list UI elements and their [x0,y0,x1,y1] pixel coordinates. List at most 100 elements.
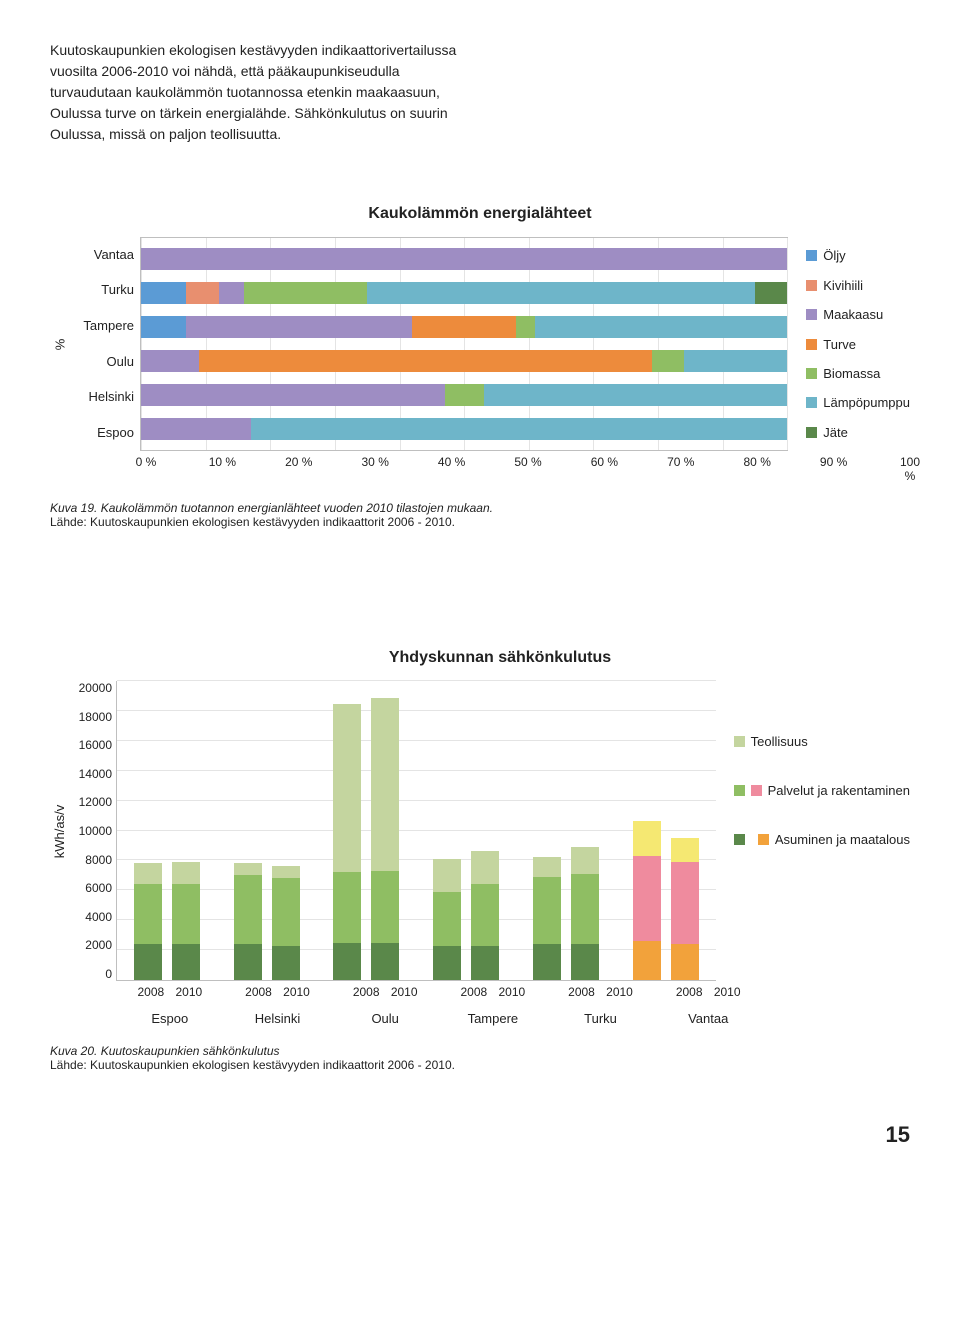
chart-1-xtick: 80 % [744,455,771,469]
legend-item: Jäte [806,425,910,440]
chart-1-segment [484,384,788,406]
chart-1-category-label: Oulu [70,345,134,379]
chart-2-bar [272,866,300,980]
chart-1-bar [141,378,787,412]
chart-2-segment [471,946,499,981]
chart-2-ytick: 4000 [70,910,112,924]
chart-2-city-label: Oulu [331,1011,439,1026]
legend-swatch [734,785,745,796]
chart-2-segment [533,877,561,945]
chart-1-segment [141,282,186,304]
chart-2-city-label: Helsinki [224,1011,332,1026]
chart-2-group [117,681,217,980]
chart-2-group [217,681,317,980]
chart-2-segment [234,944,262,980]
chart-1-segment [652,350,684,372]
chart-2-segment [134,884,162,944]
chart-2-segment [633,821,661,856]
legend-swatch [806,309,817,320]
legend-label: Teollisuus [751,734,808,749]
chart-2-bar [172,862,200,981]
chart-1-segment [219,282,245,304]
chart-2-ytick: 10000 [70,824,112,838]
chart-1-xtick: 50 % [514,455,541,469]
chart-2-segment [371,871,399,943]
chart-1-segment [367,282,755,304]
chart-2-yaxis-label: kWh/as/v [50,681,70,981]
legend-item: Lämpöpumppu [806,395,910,410]
chart-2-segment [533,857,561,877]
chart-1-bar [141,242,787,276]
chart-2-year-label: 2008 [352,985,380,999]
legend-swatch [806,397,817,408]
chart-2-segment [172,862,200,885]
legend-label: Palvelut ja rakentaminen [768,783,910,798]
chart-1-block: Kaukolämmön energialähteet % VantaaTurku… [50,205,910,529]
chart-2-bar [234,863,262,980]
chart-2-year-label: 2008 [675,985,703,999]
chart-2-ytick: 20000 [70,681,112,695]
chart-2-ytick: 8000 [70,853,112,867]
chart-2-segment [272,946,300,981]
chart-2-bar [633,821,661,980]
chart-1-xtick: 40 % [438,455,465,469]
chart-1-legend: ÖljyKivihiiliMaakaasuTurveBiomassaLämpöp… [788,237,910,451]
chart-1-category-labels: VantaaTurkuTampereOuluHelsinkiEspoo [70,237,140,451]
chart-2-legend: TeollisuusPalvelut ja rakentaminenAsumin… [716,731,910,981]
chart-1-segment [516,316,535,338]
chart-2-year-label: 2010 [713,985,741,999]
chart-2-segment [633,941,661,980]
legend-label: Lämpöpumppu [823,395,910,410]
chart-1-category-label: Vantaa [70,238,134,272]
chart-2-year-label: 2010 [390,985,418,999]
chart-2-city-label: Espoo [116,1011,224,1026]
chart-2-xaxis-cities: EspooHelsinkiOuluTampereTurkuVantaa [116,1011,762,1026]
chart-1-category-label: Tampere [70,309,134,343]
chart-1-title: Kaukolämmön energialähteet [50,205,910,223]
chart-2-block: Yhdyskunnan sähkönkulutus kWh/as/v 0 2000… [50,649,910,1072]
legend-swatch [734,736,745,747]
chart-1-bar [141,276,787,310]
legend-item: Maakaasu [806,307,910,322]
legend-swatch [806,250,817,261]
chart-1-segment [141,248,787,270]
legend-label: Kivihiili [823,278,863,293]
legend-swatch [734,834,745,845]
chart-2-plot [116,681,716,981]
legend-swatch-alt [751,785,762,796]
chart-1-segment [141,384,445,406]
chart-1-segment [412,316,515,338]
chart-2-caption: Kuva 20. Kuutoskaupunkien sähkönkulutus … [50,1044,910,1072]
chart-1-category-label: Turku [70,273,134,307]
chart-2-bar [433,859,461,981]
chart-2-year-label: 2008 [460,985,488,999]
page-number: 15 [50,1122,910,1148]
chart-1-segment [251,418,787,440]
chart-1-xtick: 90 % [820,455,847,469]
chart-2-segment [671,862,699,945]
legend-item: Teollisuus [734,734,910,749]
chart-2-ytick: 0 [70,967,112,981]
chart-2-segment [433,859,461,892]
chart-1-segment [535,316,787,338]
chart-2-segment [571,944,599,980]
chart-1-xtick: 20 % [285,455,312,469]
chart-2-segment [272,866,300,878]
chart-2-city-label: Tampere [439,1011,547,1026]
chart-2-segment [571,874,599,945]
chart-2-segment [333,872,361,943]
legend-swatch [806,339,817,350]
legend-item: Kivihiili [806,278,910,293]
chart-2-ytick: 2000 [70,938,112,952]
chart-1-caption: Kuva 19. Kaukolämmön tuotannon energianl… [50,501,910,529]
chart-2-ytick: 18000 [70,710,112,724]
chart-2-segment [671,838,699,862]
chart-2-segment [234,875,262,944]
chart-2-segment [272,878,300,946]
chart-2-year-label: 2010 [606,985,634,999]
chart-2-year-label: 2010 [283,985,311,999]
chart-2-segment [471,851,499,884]
chart-1-xtick: 30 % [362,455,389,469]
chart-2-title: Yhdyskunnan sähkönkulutus [90,649,910,667]
chart-1-segment [141,316,186,338]
